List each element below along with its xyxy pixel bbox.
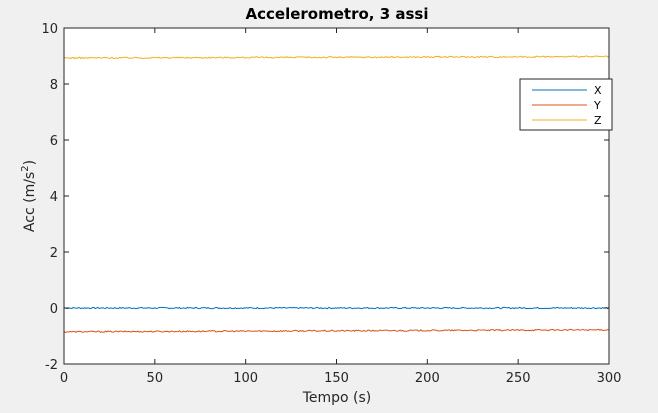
series-line-z xyxy=(63,55,610,60)
y-tick-label: 4 xyxy=(50,190,58,205)
x-tick-label: 50 xyxy=(147,371,164,386)
y-tick-label: 0 xyxy=(50,302,58,317)
legend: XYZ xyxy=(519,78,613,131)
y-axis-label-superscript: 2 xyxy=(20,165,31,171)
x-tick-label: 150 xyxy=(324,371,349,386)
legend-label-y: Y xyxy=(593,99,601,112)
y-tick-label: -2 xyxy=(45,358,58,373)
x-tick-label: 250 xyxy=(506,371,531,386)
legend-label-z: Z xyxy=(594,114,602,127)
series-layer xyxy=(63,55,610,334)
x-tick-label: 200 xyxy=(415,371,440,386)
series-line-x xyxy=(63,306,610,310)
x-axis: 0 50 100 150 200 250 300 xyxy=(60,28,622,386)
x-tick-label: 300 xyxy=(597,371,622,386)
y-tick-label: 2 xyxy=(50,246,58,261)
plot-background xyxy=(64,28,609,364)
y-axis-label-base: Acc (m/s xyxy=(22,172,38,232)
y-axis-label-end: ) xyxy=(22,160,38,165)
x-tick-label: 100 xyxy=(233,371,258,386)
y-axis: -2 0 2 4 6 8 10 xyxy=(41,22,609,373)
legend-label-x: X xyxy=(594,84,602,97)
y-axis-label: Acc (m/s2) xyxy=(20,160,38,232)
y-tick-label: 10 xyxy=(41,22,58,37)
y-tick-label: 6 xyxy=(50,134,58,149)
series-line-y xyxy=(63,328,610,334)
x-axis-label: Tempo (s) xyxy=(302,390,372,406)
chart-title: Accelerometro, 3 assi xyxy=(246,5,429,23)
x-tick-label: 0 xyxy=(60,371,68,386)
y-tick-label: 8 xyxy=(50,78,58,93)
